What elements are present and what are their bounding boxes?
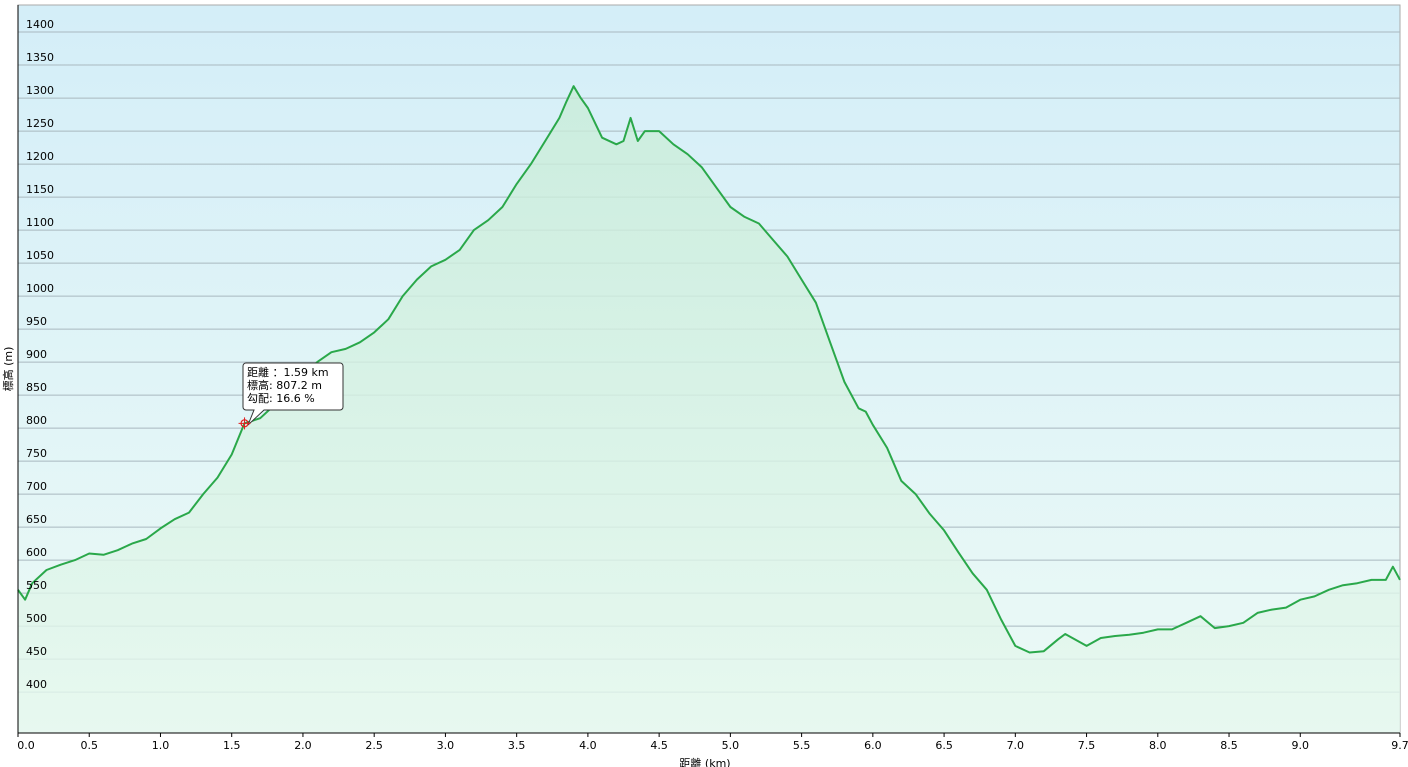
y-tick-label: 700 [26,480,47,493]
y-tick-label: 1100 [26,216,54,229]
tooltip-text: 勾配: 16.6 % [247,392,315,405]
x-tick-label: 5.0 [722,739,740,752]
x-axis-label: 距離 (km) [679,756,730,767]
x-tick-label: 2.0 [294,739,312,752]
y-tick-label: 1150 [26,183,54,196]
y-tick-label: 550 [26,579,47,592]
y-tick-label: 1000 [26,282,54,295]
x-tick-label: 0.5 [80,739,98,752]
x-tick-label: 4.5 [650,739,668,752]
y-tick-label: 600 [26,546,47,559]
y-tick-label: 750 [26,447,47,460]
marker-cross [238,417,251,430]
x-tick-label: 2.5 [365,739,383,752]
tooltip-text: 標高: 807.2 m [247,378,322,392]
x-tick-label: 8.5 [1220,739,1238,752]
y-tick-label: 1350 [26,51,54,64]
area [18,86,1400,733]
y-tick-label: 850 [26,381,47,394]
tooltip: 距離 ：1.59 km 標高: 807.2 m 勾配: 16.6 % [242,362,344,426]
x-tick-label: 4.0 [579,739,597,752]
x-tick-label: 3.0 [437,739,455,752]
x-tick-label: 9.7 [1391,739,1408,752]
y-tick-label: 500 [26,612,47,625]
y-tick-label: 450 [26,645,47,658]
tooltip-box [242,362,344,426]
y-tick-label: 900 [26,348,47,361]
x-tick-label: 6.5 [935,739,953,752]
y-tick-label: 950 [26,315,47,328]
y-tick-label: 1250 [26,117,54,130]
tooltip-text: 距離 ：1.59 km [247,365,329,379]
x-tick-label: 9.0 [1292,739,1310,752]
y-tick-label: 1200 [26,150,54,163]
x-tick-label: 0.0 [17,739,35,752]
x-tick-label: 7.0 [1007,739,1025,752]
y-tick-label: 400 [26,678,47,691]
y-axis-label: 標高 (m) [1,347,15,392]
x-tick-label: 1.0 [152,739,170,752]
x-tick-label: 7.5 [1078,739,1096,752]
x-tick-label: 6.0 [864,739,882,752]
x-tick-label: 1.5 [223,739,241,752]
y-tick-label: 650 [26,513,47,526]
marker [238,417,251,430]
y-tick-label: 1050 [26,249,54,262]
y-tick-label: 1300 [26,84,54,97]
x-tick-label: 3.5 [508,739,526,752]
y-tick-label: 800 [26,414,47,427]
y-tick-label: 1400 [26,18,54,31]
x-tick-label: 5.5 [793,739,811,752]
x-tick-label: 8.0 [1149,739,1167,752]
